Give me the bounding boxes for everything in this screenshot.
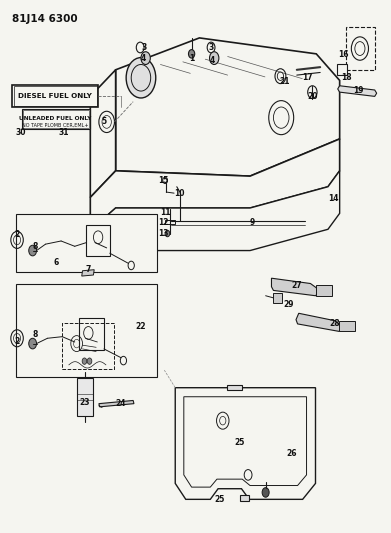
Circle shape [217, 412, 229, 429]
Polygon shape [99, 400, 134, 407]
Text: 19: 19 [353, 85, 364, 94]
Text: 24: 24 [115, 399, 126, 408]
Text: 30: 30 [16, 128, 26, 137]
Bar [240, 495, 249, 502]
Text: DIESEL FUEL ONLY: DIESEL FUEL ONLY [18, 93, 92, 99]
Text: 8: 8 [32, 242, 38, 251]
Bar [79, 318, 104, 351]
Bar [273, 293, 282, 303]
Polygon shape [296, 313, 342, 332]
Circle shape [210, 52, 219, 64]
Text: 81J14 6300: 81J14 6300 [13, 14, 78, 24]
Text: 9: 9 [249, 218, 255, 227]
Bar [316, 285, 332, 296]
Text: 21: 21 [280, 77, 291, 86]
Text: 14: 14 [328, 194, 339, 203]
Bar [22, 109, 90, 130]
Text: 25: 25 [215, 495, 225, 504]
Text: 18: 18 [341, 73, 352, 82]
Text: 4: 4 [209, 56, 215, 64]
Polygon shape [175, 387, 316, 499]
Text: UNLEADED FUEL ONLY: UNLEADED FUEL ONLY [19, 116, 91, 120]
Circle shape [141, 52, 150, 64]
Bar [86, 225, 110, 256]
Text: 28: 28 [330, 319, 340, 328]
Text: 22: 22 [135, 321, 145, 330]
Text: 13: 13 [158, 229, 169, 238]
Circle shape [269, 101, 294, 135]
Bar [23, 110, 89, 128]
Text: 10: 10 [174, 189, 185, 198]
Circle shape [352, 37, 368, 60]
Text: 15: 15 [158, 176, 169, 185]
Text: 11: 11 [160, 208, 170, 217]
Text: 4: 4 [140, 54, 145, 62]
Text: NO TAPE PLOMB CER,EML+: NO TAPE PLOMB CER,EML+ [22, 123, 88, 127]
Text: 23: 23 [79, 398, 90, 407]
Text: 8: 8 [32, 329, 38, 338]
Text: 26: 26 [287, 449, 298, 458]
Polygon shape [116, 38, 340, 176]
Text: 3: 3 [208, 43, 214, 52]
Bar [77, 378, 93, 416]
Text: 6: 6 [54, 259, 59, 267]
Circle shape [99, 111, 115, 133]
Text: 3: 3 [142, 43, 147, 52]
Circle shape [128, 261, 135, 270]
Polygon shape [338, 86, 377, 96]
Text: 17: 17 [302, 73, 313, 82]
Circle shape [188, 50, 195, 58]
Polygon shape [184, 397, 307, 487]
Bar [62, 324, 114, 368]
Polygon shape [90, 70, 116, 197]
Circle shape [244, 470, 252, 480]
Bar [14, 86, 97, 106]
Text: 5: 5 [101, 117, 106, 126]
Polygon shape [82, 270, 94, 276]
Polygon shape [90, 139, 340, 230]
Text: 31: 31 [59, 128, 69, 137]
Text: 2: 2 [14, 337, 20, 346]
Circle shape [87, 358, 92, 365]
Text: 25: 25 [234, 439, 244, 448]
Bar [227, 384, 242, 390]
Circle shape [262, 488, 269, 497]
Circle shape [82, 358, 87, 365]
Circle shape [126, 58, 156, 98]
Text: 16: 16 [338, 51, 349, 59]
Bar [165, 220, 175, 224]
Bar [13, 85, 98, 107]
Bar [16, 214, 156, 272]
Circle shape [308, 86, 317, 99]
Text: 7: 7 [86, 265, 91, 274]
Circle shape [29, 338, 36, 349]
Bar [16, 284, 156, 377]
Bar [339, 321, 355, 332]
Bar [337, 64, 348, 75]
Text: 1: 1 [189, 54, 194, 62]
Text: 2: 2 [14, 230, 20, 239]
Circle shape [120, 357, 127, 365]
Text: 29: 29 [283, 300, 294, 309]
Circle shape [163, 177, 167, 183]
Bar [346, 27, 375, 70]
Circle shape [165, 230, 170, 237]
Polygon shape [90, 171, 340, 272]
Text: 27: 27 [291, 280, 302, 289]
Text: 12: 12 [158, 219, 169, 228]
Circle shape [29, 245, 36, 256]
Text: 20: 20 [307, 92, 317, 101]
Polygon shape [271, 278, 318, 296]
